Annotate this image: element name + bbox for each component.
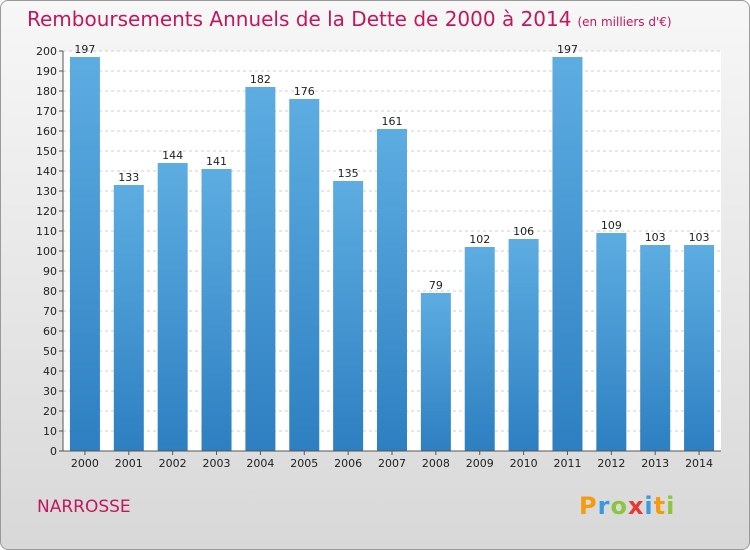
logo-letter: o [610,492,628,520]
bar-value-label: 176 [294,85,315,98]
y-tick-label: 20 [43,405,57,418]
x-tick-label: 2003 [203,457,231,470]
bar [596,233,627,451]
logo-letter: t [653,492,667,520]
bar-value-label: 102 [469,233,490,246]
y-tick-label: 90 [43,265,57,278]
bar-value-label: 182 [250,73,271,86]
bar-value-label: 106 [513,225,534,238]
bar [684,245,715,451]
bar [377,129,407,451]
bar-value-label: 141 [206,155,227,168]
x-tick-label: 2010 [510,457,538,470]
x-tick-label: 2012 [597,457,625,470]
x-tick-label: 2002 [159,457,187,470]
bars: 197 133 144 141 182 176 135 161 79 102 106 197 109 10… [69,43,715,451]
x-tick-label: 2014 [685,457,713,470]
y-tick-label: 150 [36,145,57,158]
chart-unit: (en milliers d'€) [577,15,672,29]
y-tick-label: 160 [36,125,57,138]
y-tick-label: 10 [43,425,57,438]
bar [69,57,100,451]
bar-value-label: 103 [645,231,666,244]
bar-value-label: 109 [601,219,622,232]
bar [420,293,451,451]
bar-value-label: 197 [74,43,95,56]
y-tick-label: 100 [36,245,57,258]
bar [245,87,276,451]
y-tick-label: 80 [43,285,57,298]
bar [508,239,539,451]
x-tick-label: 2007 [378,457,406,470]
chart-title-text: Remboursements Annuels de la Dette de 20… [27,7,572,31]
bar-value-label: 161 [382,115,403,128]
bar [640,245,671,451]
y-tick-label: 70 [43,305,57,318]
y-tick-label: 30 [43,385,57,398]
y-tick-label: 190 [36,65,57,78]
x-tick-label: 2008 [422,457,450,470]
bar-value-label: 144 [162,149,183,162]
proxiti-logo[interactable]: Proxiti [579,492,675,520]
bar-value-label: 133 [118,171,139,184]
y-tick-label: 40 [43,365,57,378]
bar [333,181,364,451]
y-tick-label: 0 [50,445,57,458]
bar-value-label: 197 [557,43,578,56]
logo-letter: P [579,492,598,520]
x-tick-label: 2000 [71,457,99,470]
y-tick-label: 200 [36,45,57,58]
y-tick-label: 50 [43,345,57,358]
y-tick-label: 130 [36,185,57,198]
bar-value-label: 135 [338,167,359,180]
y-tick-label: 170 [36,105,57,118]
bar-value-label: 79 [429,279,443,292]
bar [113,185,144,451]
y-tick-label: 120 [36,205,57,218]
y-tick-label: 110 [36,225,57,238]
y-tick-label: 60 [43,325,57,338]
x-tick-label: 2009 [466,457,494,470]
commune-name: NARROSSE [37,497,131,517]
x-axis: 2000 2001 2002 2003 2004 2005 2006 2007 2008 2009… [63,450,721,470]
bar [157,163,188,451]
bar [289,99,320,451]
bar [552,57,583,451]
y-tick-label: 180 [36,85,57,98]
x-tick-label: 2013 [641,457,669,470]
y-axis: 0 10 20 30 40 50 60 70 80 90 100 110 120 130 140 150 160… [36,45,64,458]
logo-letter: x [627,492,645,520]
bar-value-label: 103 [689,231,710,244]
y-tick-label: 140 [36,165,57,178]
bar [464,247,495,451]
x-tick-label: 2004 [246,457,274,470]
x-tick-label: 2005 [290,457,318,470]
bar [201,169,232,451]
chart-title: Remboursements Annuels de la Dette de 20… [27,7,672,31]
logo-letter: i [644,492,654,520]
logo-letter: r [597,492,611,520]
x-tick-label: 2011 [553,457,581,470]
x-tick-label: 2001 [115,457,143,470]
x-tick-label: 2006 [334,457,362,470]
logo-letter: i [666,492,676,520]
